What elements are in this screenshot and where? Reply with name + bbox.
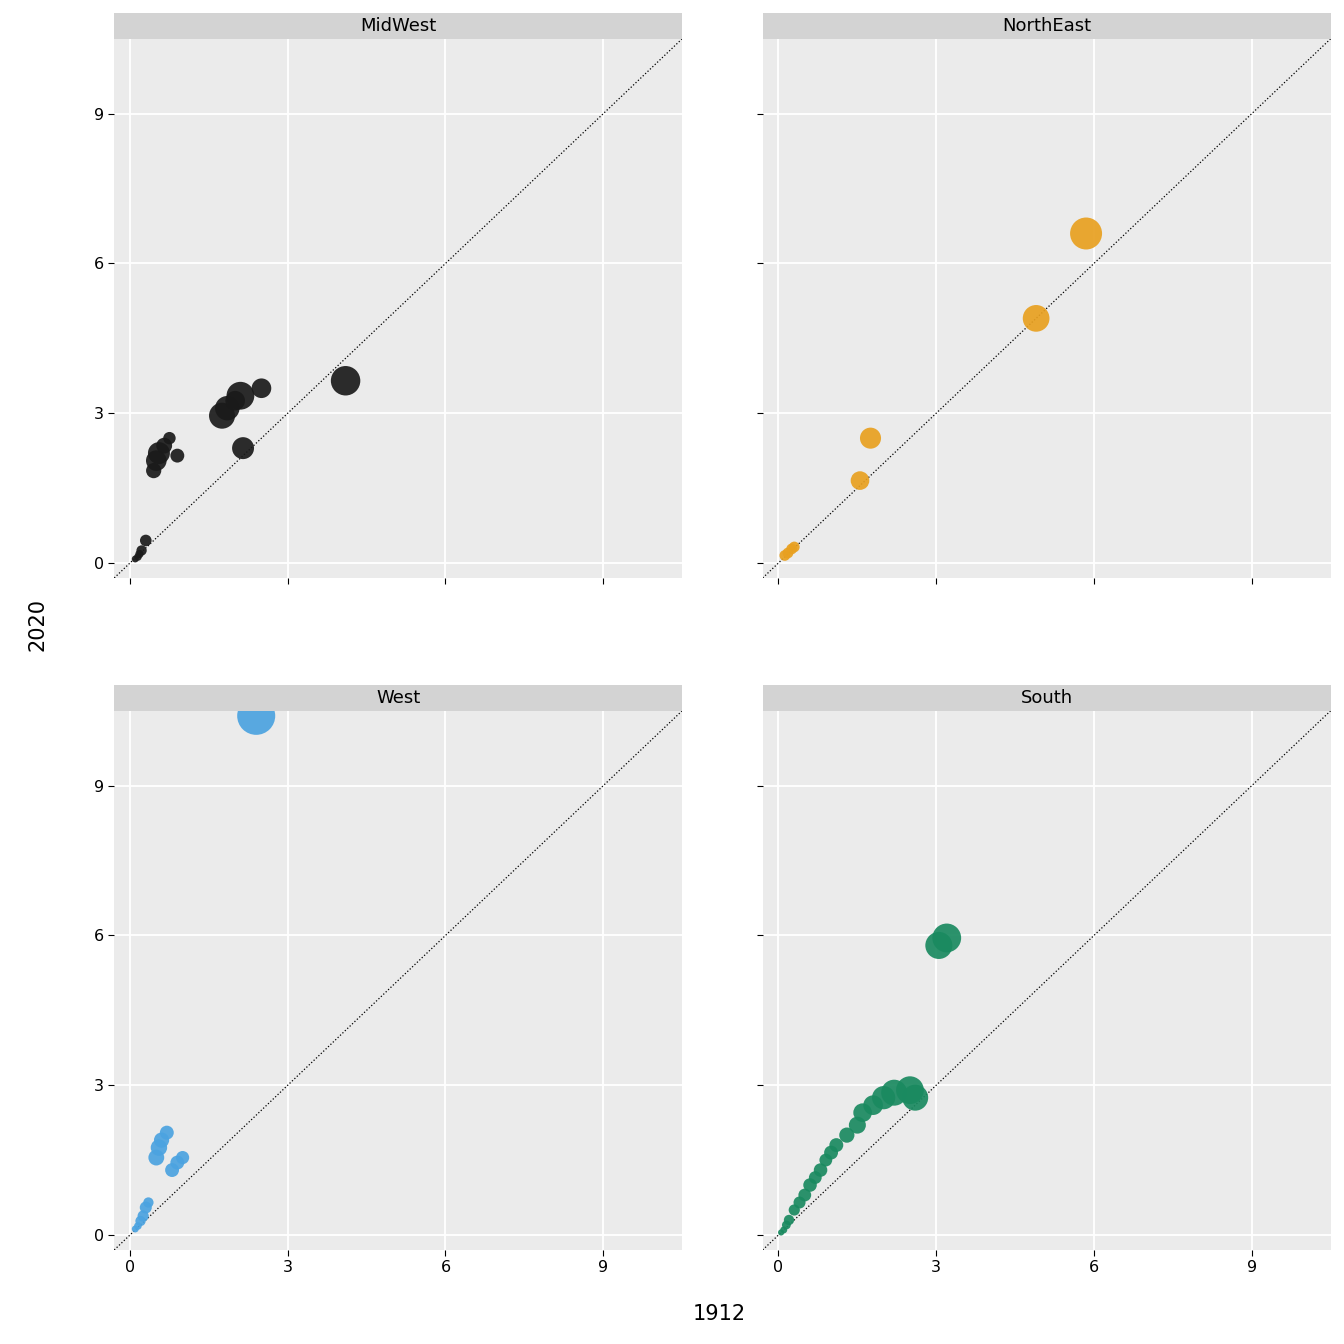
- Point: [216, 398, 238, 419]
- Point: [167, 445, 188, 466]
- Point: [151, 1129, 172, 1150]
- Point: [142, 460, 164, 481]
- Text: 1912: 1912: [692, 1305, 746, 1324]
- Text: South: South: [1020, 689, 1073, 707]
- Point: [246, 706, 267, 727]
- Point: [805, 1167, 827, 1188]
- Point: [148, 442, 169, 464]
- Point: [224, 390, 246, 411]
- Text: MidWest: MidWest: [360, 17, 437, 35]
- Point: [929, 934, 950, 956]
- Point: [774, 544, 796, 566]
- Point: [1025, 308, 1047, 329]
- Point: [1075, 223, 1097, 245]
- Text: West: West: [376, 689, 421, 707]
- Point: [773, 1219, 794, 1241]
- Point: [137, 1192, 159, 1214]
- Point: [145, 1146, 167, 1168]
- Point: [167, 1152, 188, 1173]
- Text: NorthEast: NorthEast: [1003, 17, 1091, 35]
- Point: [781, 538, 802, 559]
- Text: 2020: 2020: [28, 598, 47, 652]
- Point: [905, 1087, 926, 1109]
- Point: [825, 1134, 847, 1156]
- Point: [863, 1094, 884, 1116]
- Point: [133, 1206, 155, 1227]
- Point: [156, 1122, 177, 1144]
- Point: [233, 437, 254, 458]
- Point: [148, 1137, 169, 1159]
- Point: [128, 546, 149, 567]
- Point: [794, 1184, 816, 1206]
- Point: [134, 530, 156, 551]
- Point: [777, 542, 798, 563]
- Point: [172, 1146, 194, 1168]
- Point: [130, 1210, 152, 1231]
- Point: [849, 470, 871, 492]
- Point: [778, 1210, 800, 1231]
- Point: [789, 1192, 810, 1214]
- Point: [800, 1175, 821, 1196]
- Point: [251, 378, 273, 399]
- Point: [125, 548, 146, 570]
- Point: [145, 450, 167, 472]
- Point: [814, 1149, 836, 1171]
- Point: [128, 1215, 149, 1236]
- Point: [820, 1142, 841, 1164]
- Point: [211, 405, 233, 426]
- Point: [883, 1082, 905, 1103]
- Point: [836, 1125, 857, 1146]
- Point: [775, 1214, 797, 1235]
- Point: [129, 543, 151, 564]
- Point: [860, 427, 882, 449]
- Point: [134, 1196, 156, 1218]
- Point: [770, 1222, 792, 1243]
- Point: [872, 1087, 894, 1109]
- Point: [847, 1114, 868, 1136]
- Point: [130, 540, 152, 562]
- Point: [161, 1160, 183, 1181]
- Point: [335, 370, 356, 391]
- Point: [935, 927, 957, 949]
- Point: [159, 427, 180, 449]
- Point: [899, 1079, 921, 1101]
- Point: [230, 384, 251, 406]
- Point: [125, 1218, 146, 1239]
- Point: [810, 1160, 832, 1181]
- Point: [153, 435, 175, 457]
- Point: [852, 1102, 874, 1124]
- Point: [784, 536, 805, 558]
- Point: [784, 1199, 805, 1220]
